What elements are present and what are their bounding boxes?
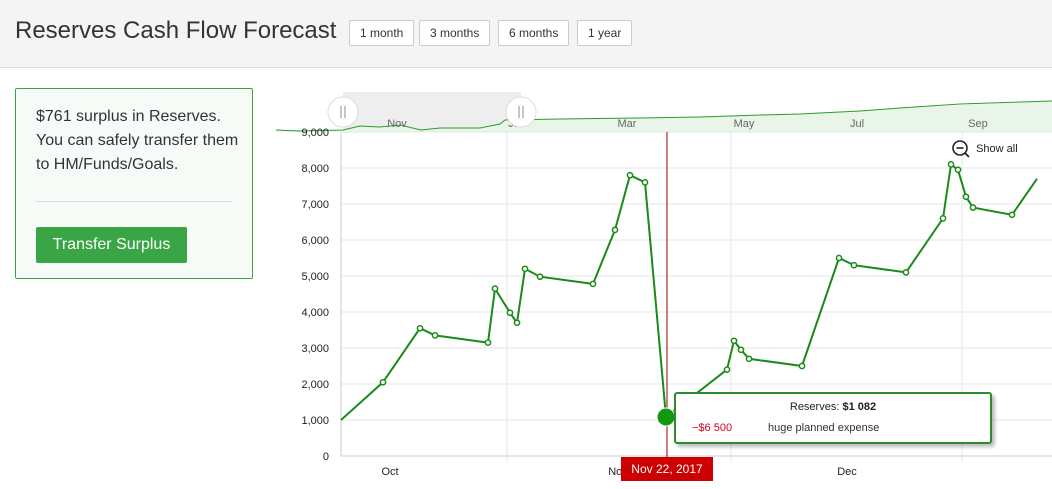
data-point — [491, 285, 499, 292]
series-line — [340, 162, 1038, 421]
card-divider — [36, 201, 232, 202]
data-point — [939, 215, 947, 222]
range-6-months-button[interactable]: 6 months — [498, 20, 570, 46]
data-point — [902, 269, 910, 276]
data-point — [416, 324, 424, 332]
handle-circle — [327, 96, 359, 128]
top-bar: Reserves Cash Flow Forecast 1 month 3 mo… — [0, 0, 1052, 68]
data-point — [962, 193, 970, 201]
navigator-label-jul: Jul — [850, 118, 864, 130]
y-tick-label: 2,000 — [301, 379, 329, 391]
data-point — [737, 346, 745, 354]
data-point — [506, 309, 514, 317]
data-point — [723, 366, 731, 373]
data-point — [835, 254, 843, 262]
data-point — [850, 261, 858, 269]
tooltip-title: Reserves: $1 082 — [676, 401, 990, 413]
data-point — [969, 204, 977, 211]
show-all-button[interactable]: Show all — [952, 140, 1018, 160]
data-point — [626, 171, 634, 179]
range-3-months-button[interactable]: 3 months — [419, 20, 491, 46]
tooltip-value: $1 082 — [842, 401, 877, 413]
navigator-handle-left[interactable] — [327, 96, 359, 128]
data-point — [379, 378, 387, 386]
x-tick-label: Oct — [381, 466, 398, 478]
data-point — [611, 226, 619, 234]
tooltip-amount: −$6 500 — [692, 422, 733, 434]
data-point — [431, 332, 439, 339]
x-tick-label: Dec — [837, 466, 857, 478]
data-point — [521, 265, 529, 273]
data-point — [745, 355, 753, 363]
navigator-handle-right[interactable] — [505, 96, 537, 128]
range-1-month-button[interactable]: 1 month — [349, 20, 415, 46]
data-point — [1008, 211, 1016, 219]
crosshair-date-label: Nov 22, 2017 — [621, 457, 713, 481]
page-title: Reserves Cash Flow Forecast — [15, 17, 337, 44]
range-1-year-button[interactable]: 1 year — [577, 20, 633, 46]
data-point — [513, 319, 521, 327]
navigator-area-fill — [276, 101, 1052, 132]
navigator-selection — [343, 92, 521, 130]
y-tick-label: 6,000 — [301, 235, 329, 247]
navigator-label-mar: Mar — [618, 118, 637, 130]
data-point — [954, 166, 962, 174]
navigator-label-may: May — [734, 118, 755, 130]
data-point — [589, 280, 597, 288]
tooltip: Reserves: $1 082 −$6 500 huge planned ex… — [674, 392, 992, 444]
y-tick-label: 4,000 — [301, 307, 329, 319]
y-tick-label: 7,000 — [301, 199, 329, 211]
transfer-surplus-button[interactable]: Transfer Surplus — [36, 227, 187, 263]
data-point — [947, 161, 955, 168]
y-tick-label: 3,000 — [301, 343, 329, 355]
zoom-out-icon — [952, 140, 970, 158]
data-point — [641, 179, 649, 186]
highlighted-point — [656, 407, 676, 427]
surplus-message: $761 surplus in Reserves. You can safely… — [36, 108, 239, 173]
data-point — [536, 273, 544, 281]
tooltip-description: huge planned expense — [768, 422, 880, 434]
navigator-label-sep: Sep — [968, 118, 988, 130]
y-tick-label: 5,000 — [301, 271, 329, 283]
y-tick-label: 8,000 — [301, 163, 329, 175]
y-tick-label: 9,000 — [301, 127, 329, 139]
data-point — [730, 337, 738, 345]
show-all-label: Show all — [976, 143, 1018, 155]
navigator-series-line — [275, 100, 1052, 132]
data-point — [798, 362, 806, 370]
handle-circle — [505, 96, 537, 128]
y-tick-label: 1,000 — [301, 415, 329, 427]
data-point — [484, 339, 492, 346]
navigator-label-nov: Nov — [387, 118, 407, 130]
tooltip-prefix: Reserves: — [789, 401, 840, 413]
surplus-card: $761 surplus in Reserves. You can safely… — [15, 88, 253, 279]
y-tick-label: 0 — [323, 451, 329, 463]
